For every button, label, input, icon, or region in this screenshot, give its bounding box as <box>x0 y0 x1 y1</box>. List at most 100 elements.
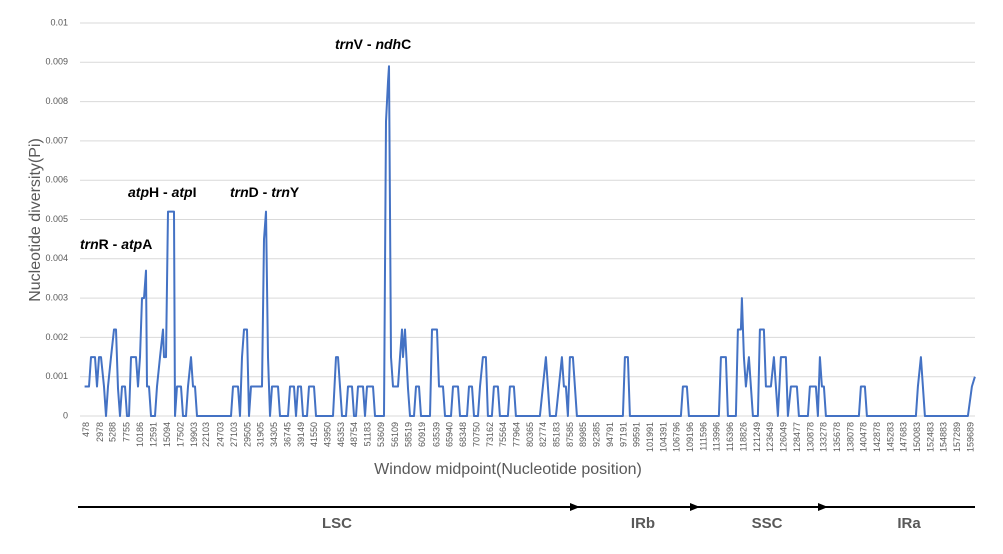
x-tick-label: 22103 <box>201 422 211 447</box>
x-tick-label: 87585 <box>565 422 575 447</box>
y-tick-label: 0.01 <box>50 17 68 27</box>
x-tick-label: 12591 <box>148 422 158 447</box>
x-tick-label: 157289 <box>952 422 962 452</box>
x-tick-label: 145283 <box>885 422 895 452</box>
x-tick-label: 99591 <box>632 422 642 447</box>
x-tick-label: 113996 <box>712 422 722 451</box>
x-tick-label: 104391 <box>658 422 668 452</box>
x-tick-label: 2978 <box>95 422 105 442</box>
x-tick-label: 31905 <box>256 422 266 447</box>
annotation-part: H - <box>149 184 172 200</box>
y-tick-label: 0.004 <box>45 253 68 263</box>
x-tick-label: 109196 <box>685 422 695 452</box>
x-tick-label: 46353 <box>336 422 346 447</box>
x-tick-label: 142878 <box>872 422 882 452</box>
x-tick-label: 82774 <box>538 422 548 447</box>
x-tick-label: 126049 <box>779 422 789 452</box>
x-tick-label: 123649 <box>765 422 775 452</box>
x-tick-label: 133278 <box>819 422 829 452</box>
annotation-part: atp <box>172 184 193 200</box>
x-tick-label: 5288 <box>108 422 118 442</box>
x-tick-label: 43950 <box>323 422 333 447</box>
x-tick-label: 48754 <box>349 422 359 447</box>
gene-annotation: trnV - ndhC <box>335 36 411 52</box>
y-tick-label: 0 <box>63 410 68 420</box>
y-tick-label: 0.007 <box>45 135 68 145</box>
y-tick-label: 0.002 <box>45 332 68 342</box>
x-tick-label: 159689 <box>965 422 975 452</box>
x-tick-label: 118826 <box>738 422 748 451</box>
annotation-part: atp <box>128 184 149 200</box>
y-tick-label: 0.009 <box>45 57 68 67</box>
x-tick-label: 19903 <box>189 422 199 447</box>
annotation-part: trn <box>271 184 290 200</box>
region-arrow <box>690 503 700 511</box>
region-arrow <box>570 503 580 511</box>
x-tick-label: 147683 <box>899 422 909 452</box>
x-tick-label: 10186 <box>135 422 145 447</box>
y-tick-label: 0.003 <box>45 292 68 302</box>
annotation-part: Y <box>290 184 300 200</box>
x-tick-label: 154883 <box>939 422 949 452</box>
annotation-part: C <box>401 36 411 52</box>
x-tick-label: 97191 <box>618 422 628 447</box>
region-label: IRa <box>897 515 921 532</box>
y-tick-label: 0.005 <box>45 214 68 224</box>
x-tick-label: 58519 <box>403 422 413 447</box>
annotation-part: trn <box>335 36 354 52</box>
y-tick-label: 0.006 <box>45 175 68 185</box>
x-tick-label: 7755 <box>121 422 131 442</box>
region-axis <box>78 503 975 511</box>
x-tick-label: 53609 <box>376 422 386 447</box>
y-tick-label: 0.001 <box>45 371 68 381</box>
x-tick-label: 116396 <box>725 422 735 451</box>
x-tick-label: 80365 <box>525 422 535 447</box>
x-tick-label: 135678 <box>832 422 842 452</box>
y-tick-label: 0.008 <box>45 96 68 106</box>
x-tick-label: 39149 <box>296 422 306 447</box>
x-tick-label: 101991 <box>645 422 655 452</box>
region-arrow <box>818 503 828 511</box>
x-tick-label: 27103 <box>229 422 239 447</box>
x-tick-label: 128477 <box>792 422 802 452</box>
annotation-part: trn <box>80 236 99 252</box>
x-tick-label: 140478 <box>859 422 869 452</box>
x-tick-label: 94791 <box>605 422 615 447</box>
annotation-part: R - <box>99 236 122 252</box>
x-tick-label: 77964 <box>511 422 521 447</box>
x-tick-label: 41550 <box>309 422 319 447</box>
annotation-part: I <box>193 184 197 200</box>
annotation-part: D - <box>249 184 272 200</box>
x-tick-label: 89985 <box>578 422 588 447</box>
x-tick-label: 106796 <box>672 422 682 452</box>
x-tick-label: 150083 <box>912 422 922 452</box>
annotation-part: atp <box>121 236 142 252</box>
x-tick-label: 17502 <box>176 422 186 447</box>
annotation-part: trn <box>230 184 249 200</box>
x-tick-label: 24703 <box>216 422 226 447</box>
x-tick-label: 152483 <box>925 422 935 452</box>
annotation-part: V - <box>354 36 376 52</box>
x-tick-label: 68348 <box>458 422 468 447</box>
region-label: IRb <box>631 515 655 532</box>
x-tick-label: 63539 <box>431 422 441 447</box>
x-tick-label: 51183 <box>363 422 373 446</box>
x-tick-label: 478 <box>81 422 91 437</box>
x-tick-label: 138078 <box>845 422 855 452</box>
annotation-part: A <box>142 236 152 252</box>
x-tick-label: 34305 <box>269 422 279 447</box>
x-tick-label: 65940 <box>445 422 455 447</box>
x-tick-label: 36745 <box>282 422 292 447</box>
region-label: SSC <box>752 515 783 532</box>
region-label: LSC <box>322 515 352 532</box>
x-tick-label: 29505 <box>242 422 252 447</box>
x-tick-label: 73162 <box>485 422 495 447</box>
x-tick-label: 85183 <box>552 422 562 447</box>
x-tick-label: 60919 <box>417 422 427 447</box>
y-axis-title: Nucleotide diversity(Pi) <box>27 138 44 302</box>
x-tick-label: 75564 <box>498 422 508 447</box>
annotation-part: ndh <box>375 36 401 52</box>
gene-annotation: trnR - atpA <box>80 236 152 252</box>
x-tick-label: 70750 <box>471 422 481 447</box>
